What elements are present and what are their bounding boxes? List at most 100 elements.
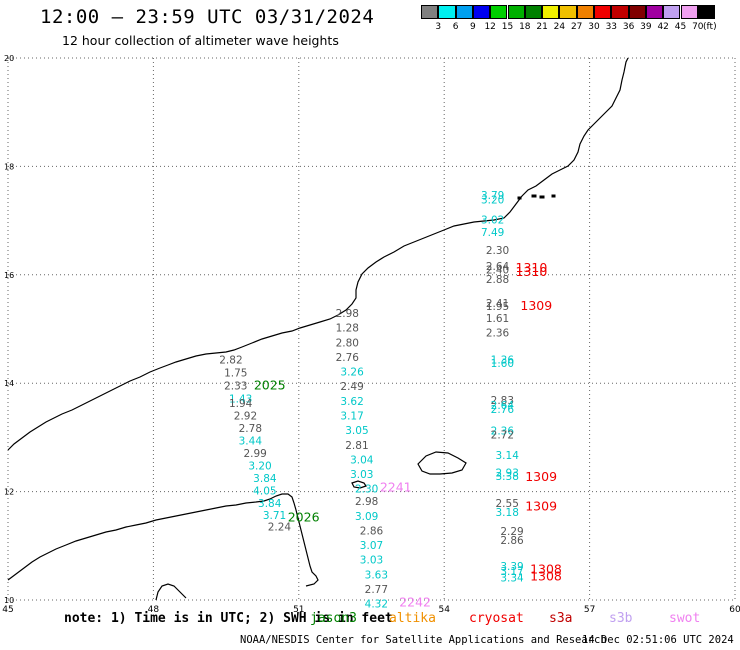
wave-height-value: 3.44 <box>239 435 263 447</box>
colorbar-swatch <box>455 5 473 19</box>
colorbar-label: 21 <box>536 22 548 32</box>
wave-height-value: 2.64 <box>491 400 515 412</box>
wave-height-value: 3.34 <box>500 573 524 585</box>
colorbar-swatch <box>524 5 543 19</box>
y-tick-label: 10 <box>4 596 14 605</box>
satellite-pass-number: 2242 <box>399 595 431 610</box>
colorbar-label: 18 <box>519 22 531 32</box>
satellite-legend-s3b: s3b <box>609 611 633 626</box>
wave-height-value: 2.29 <box>500 526 523 538</box>
colorbar-unit: (ft) <box>703 22 717 32</box>
wave-height-value: 3.62 <box>340 396 363 408</box>
wave-height-value: 2.93 <box>496 467 519 479</box>
footer-note: note: 1) Time is in UTC; 2) SWH is in fe… <box>64 611 393 626</box>
satellite-legend-swot: swot <box>669 611 701 626</box>
satellite-legend-altika: altika <box>389 611 436 626</box>
wave-height-value: 2.99 <box>243 448 266 460</box>
wave-height-value: 2.30 <box>486 245 509 257</box>
axis-ticks: 45 48 51 54 57 60 10 12 14 16 18 20 <box>2 54 740 615</box>
wave-height-value: 2.72 <box>491 429 514 441</box>
wave-height-value: 3.04 <box>350 454 374 466</box>
satellite-pass-number: 1308 <box>530 561 562 576</box>
satellite-pass-number: 1308 <box>530 568 562 583</box>
wave-height-value: 3.17 <box>340 411 363 423</box>
wave-height-value: 3.18 <box>496 507 519 519</box>
coastline-horn-of-africa <box>7 493 319 587</box>
wave-height-value: 3.63 <box>365 569 388 581</box>
x-tick-label: 48 <box>148 605 160 615</box>
coastline <box>7 57 629 601</box>
colorbar-swatch <box>438 5 456 19</box>
wave-height-value: 1.36 <box>491 355 515 367</box>
wave-height-value: 1.61 <box>486 313 509 325</box>
colorbar-swatch <box>542 5 560 19</box>
wave-height-value: 2.86 <box>360 525 384 537</box>
colorbar-label: 12 <box>484 22 496 32</box>
x-tick-label: 45 <box>2 605 13 615</box>
wave-height-value: 2.83 <box>491 395 514 407</box>
socotra-island <box>417 451 467 475</box>
colorbar-swatch <box>472 5 491 19</box>
x-tick-label: 60 <box>729 605 740 615</box>
colorbar-label: 33 <box>605 22 618 32</box>
satellite-legend-s3a: s3a <box>549 611 573 626</box>
satellite-legend-jason3: jason3 <box>310 611 357 626</box>
wave-height-value: 3.14 <box>496 450 520 462</box>
satellite-pass-number: 1309 <box>520 298 552 313</box>
wave-height-value: 2.76 <box>491 404 515 416</box>
wave-height-value: 1.43 <box>229 394 252 406</box>
colorbar-label: 70 <box>692 22 704 32</box>
wave-height-value: 2.55 <box>496 498 519 510</box>
colorbar-swatch <box>421 5 439 19</box>
map-subtitle: 12 hour collection of altimeter wave hei… <box>62 33 339 48</box>
colorbar-swatch <box>680 5 698 19</box>
x-tick-label: 51 <box>293 605 304 615</box>
colorbar-swatch <box>628 5 646 19</box>
wave-height-value: 2.81 <box>345 440 368 452</box>
wave-height-value: 3.05 <box>345 425 368 437</box>
wave-height-value: 2.76 <box>336 352 360 364</box>
y-tick-label: 18 <box>4 162 14 171</box>
colorbar-label: 3 <box>435 22 442 32</box>
credit-line: NOAA/NESDIS Center for Satellite Applica… <box>240 634 607 646</box>
coastline-arabian-peninsula <box>7 57 629 451</box>
wave-height-value: 2.49 <box>340 381 363 393</box>
satellite-pass-number: 2025 <box>254 378 286 393</box>
colorbar-label: 9 <box>470 22 476 32</box>
satellite-pass-number: 1309 <box>525 499 557 514</box>
wave-height-value: 2.41 <box>486 298 509 310</box>
y-tick-label: 12 <box>4 488 14 497</box>
colorbar-swatch <box>594 5 612 19</box>
wave-height-value: 1.28 <box>336 323 359 335</box>
colorbar-swatch <box>576 5 594 19</box>
wave-height-value: 2.82 <box>219 355 242 367</box>
map-title: 12:00 — 23:59 UTC 03/31/2024 <box>40 6 375 28</box>
wave-height-value: 2.36 <box>486 328 510 340</box>
wave-height-value: 3.38 <box>496 471 519 483</box>
satellite-pass-number: 2026 <box>288 509 320 524</box>
coastline-somalia-south <box>155 583 187 601</box>
y-tick-label: 16 <box>4 271 14 280</box>
wave-height-measurements: 2.98 1.28 2.80 2.76 3.26 2.49 3.62 3.17 3.05 2.81… <box>219 190 524 611</box>
satellite-pass-number: 2241 <box>380 480 412 495</box>
wave-height-value: 1.60 <box>491 358 514 370</box>
x-tick-label: 54 <box>438 605 450 615</box>
colorbar-swatch <box>697 5 716 19</box>
wave-height-value: 3.20 <box>481 194 504 206</box>
wave-height-value: 1.95 <box>486 301 509 313</box>
wave-height-value: 3.71 <box>263 510 286 522</box>
wave-height-value: 3.84 <box>258 498 282 510</box>
colorbar-swatch <box>663 5 681 19</box>
colorbar-label: 42 <box>657 22 669 32</box>
wave-height-value: 3.03 <box>350 469 373 481</box>
satellite-pass-number: 1310 <box>516 264 548 279</box>
colorbar-label: 15 <box>501 22 514 32</box>
colorbar-swatch <box>611 5 629 19</box>
wave-height-value: 2.24 <box>268 522 292 534</box>
wave-height-value: 3.26 <box>340 367 364 379</box>
satellite-legend-cryosat: cryosat <box>469 611 524 626</box>
wave-height-value: 4.05 <box>253 485 276 497</box>
x-tick-label: 57 <box>584 605 595 615</box>
